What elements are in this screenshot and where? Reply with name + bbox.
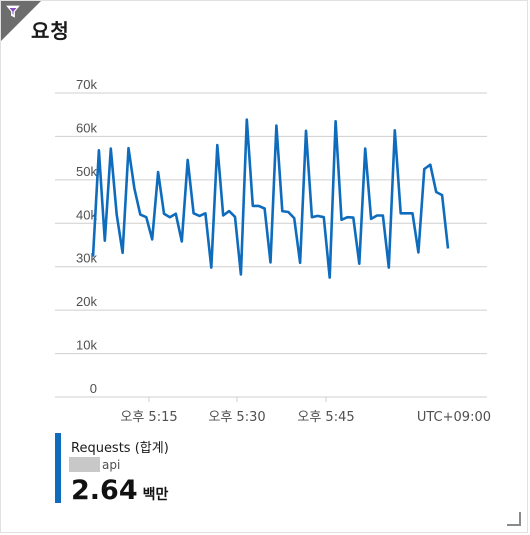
legend-resource-name: api bbox=[69, 457, 120, 472]
timezone-label: UTC+09:00 bbox=[417, 410, 491, 425]
y-tick-label: 50k bbox=[76, 164, 97, 179]
series-layer bbox=[93, 120, 448, 278]
x-tick-label: 오후 5:15 bbox=[120, 410, 177, 425]
legend-color-bar bbox=[55, 433, 61, 503]
legend-item-requests[interactable]: Requests (합계) api 2.64 백만 bbox=[55, 433, 355, 505]
resize-handle-icon[interactable] bbox=[507, 512, 521, 526]
requests-series-line[interactable] bbox=[93, 120, 448, 278]
legend-total: 2.64 백만 bbox=[71, 475, 168, 506]
y-tick-label: 70k bbox=[76, 77, 97, 92]
y-tick-label: 60k bbox=[76, 120, 97, 135]
x-tick-label: 오후 5:45 bbox=[297, 410, 354, 425]
x-tick-label: 오후 5:30 bbox=[208, 410, 265, 425]
legend-resource-suffix: api bbox=[102, 458, 120, 472]
y-tick-label: 20k bbox=[76, 294, 97, 309]
legend-total-value: 2.64 bbox=[71, 475, 138, 506]
legend-total-unit: 백만 bbox=[143, 484, 169, 504]
x-axis-tick-labels: 오후 5:15 오후 5:30 오후 5:45 UTC+09:00 bbox=[120, 397, 491, 425]
y-tick-label: 0 bbox=[90, 381, 97, 396]
legend-series-label: Requests (합계) bbox=[71, 437, 169, 456]
y-tick-label: 10k bbox=[76, 338, 97, 353]
redacted-resource-prefix bbox=[69, 457, 100, 472]
